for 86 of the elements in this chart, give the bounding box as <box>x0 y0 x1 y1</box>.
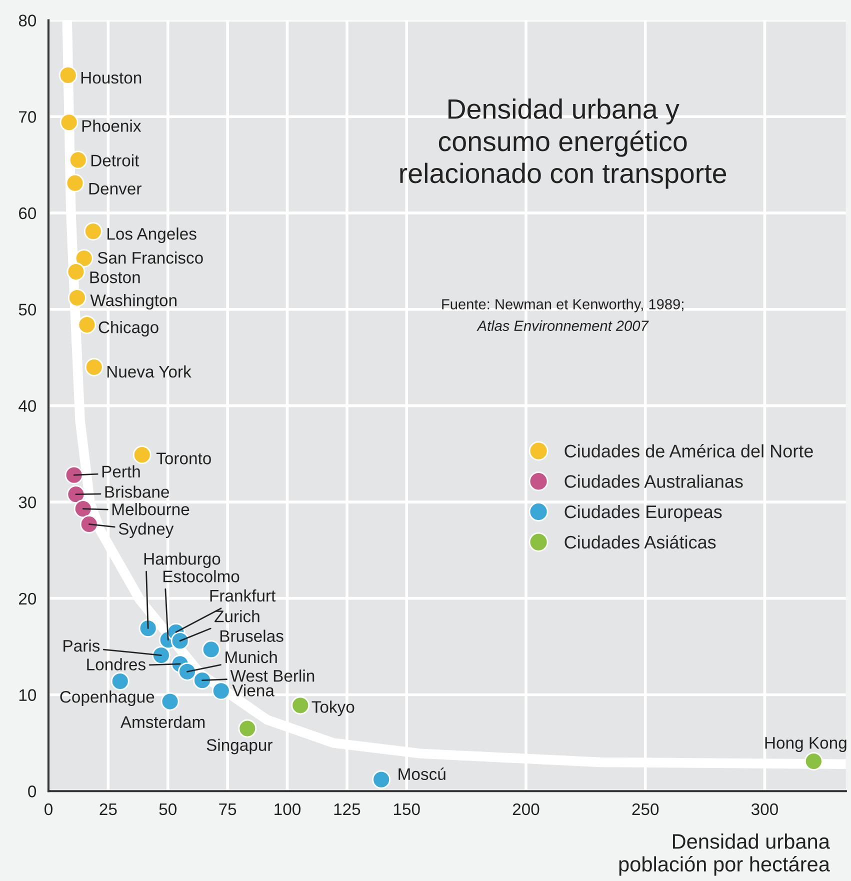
annotation: Hong Kong <box>765 737 846 752</box>
point <box>178 662 196 681</box>
x-tick-label: 75 <box>219 804 236 816</box>
annotation: Tokyo <box>312 700 354 716</box>
point <box>58 66 78 84</box>
annotation: Nueva York <box>107 365 192 378</box>
annotation: Brisbane <box>105 486 169 498</box>
x-axis-title: Densidad urbana población por hectárea <box>619 834 830 876</box>
x-tick-label: 300 <box>751 803 778 816</box>
legend-label: Ciudades Asiáticas <box>564 535 716 549</box>
point <box>68 288 86 307</box>
annotation: Atlas Environnement 2007 <box>476 320 649 331</box>
annotation: Amsterdam <box>120 716 205 728</box>
x-tick-label: 125 <box>334 803 360 816</box>
y-tick-label: 50 <box>18 304 36 316</box>
annotation: Los Angeles <box>108 228 196 244</box>
point <box>74 500 92 518</box>
point <box>202 640 220 659</box>
x-tick-label: 250 <box>632 803 659 816</box>
annotation: Toronto <box>156 452 211 464</box>
annotation: Zurich <box>214 610 260 622</box>
annotation: Houston <box>81 72 142 84</box>
point <box>138 619 158 638</box>
point <box>132 446 152 464</box>
x-tick-label: 25 <box>100 803 117 816</box>
point <box>193 671 212 690</box>
annotation: Paris <box>64 640 100 652</box>
y-tick-label: 30 <box>18 496 36 508</box>
legend-label: Ciudades de América del Norte <box>564 444 813 458</box>
x-tick-label: 50 <box>159 803 176 816</box>
annotation: Perth <box>102 465 140 478</box>
point <box>66 485 86 504</box>
point <box>80 515 98 534</box>
point <box>372 770 391 789</box>
annotation: Moscú <box>398 768 446 780</box>
point <box>291 696 310 715</box>
x-tick-label: 100 <box>274 803 300 816</box>
point <box>170 632 190 650</box>
annotation: Chicago <box>98 320 158 337</box>
text: Densidad urbana y consumo energético relacionado con transporte <box>400 98 726 189</box>
annotation: Fuente: Newman et Kenworthy, 1989; <box>442 298 684 312</box>
point <box>160 692 180 711</box>
annotation: Hamburgo <box>144 552 220 568</box>
y-tick-label: 10 <box>19 689 36 701</box>
point <box>238 719 257 738</box>
legend-label: Ciudades Australianas <box>564 474 743 488</box>
point <box>212 682 230 700</box>
y-tick-label: 60 <box>19 207 36 220</box>
annotation: Melbourne <box>112 503 190 516</box>
point <box>60 113 78 132</box>
point <box>66 174 84 192</box>
point <box>84 358 104 376</box>
annotation: Copenhague <box>60 690 154 706</box>
point <box>78 316 96 334</box>
point <box>64 466 84 484</box>
x-tick-label: 0 <box>44 803 52 816</box>
annotation: Londres <box>87 658 146 670</box>
annotation: Sydney <box>118 522 174 538</box>
y-tick-label: 40 <box>18 400 36 412</box>
x-tick-label: 200 <box>512 803 540 816</box>
point <box>152 646 170 664</box>
point <box>84 222 102 240</box>
annotation: Frankfurt <box>210 589 276 602</box>
annotation: Estocolmo <box>163 570 240 582</box>
point <box>66 262 86 281</box>
annotation: Washington <box>90 294 176 310</box>
annotation: Bruselas <box>220 630 284 642</box>
point <box>68 150 88 170</box>
y-tick-label: 80 <box>18 14 36 26</box>
annotation: San Francisco <box>98 252 203 264</box>
point <box>110 672 130 690</box>
annotation: Denver <box>89 182 142 195</box>
y-tick-label: 0 <box>28 786 36 798</box>
annotation: Singapur <box>206 738 272 754</box>
annotation: Detroit <box>91 154 140 166</box>
annotation: West Berlin <box>230 670 314 682</box>
annotation: Viena <box>232 684 274 696</box>
y-tick-label: 20 <box>19 592 36 605</box>
annotation: Munich <box>226 650 277 664</box>
point <box>74 249 94 268</box>
annotation: Boston <box>90 272 140 284</box>
annotation: Phoenix <box>82 120 142 132</box>
y-tick-label: 70 <box>19 111 36 123</box>
legend-label: Ciudades Europeas <box>564 504 722 522</box>
point <box>804 752 823 770</box>
x-tick-label: 150 <box>394 803 420 816</box>
